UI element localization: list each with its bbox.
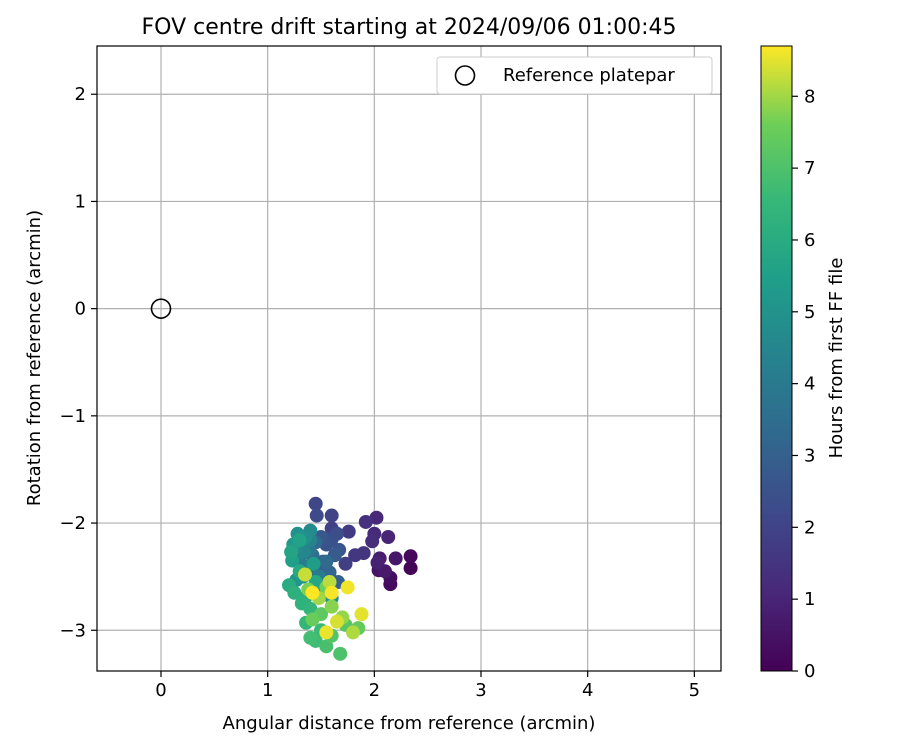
data-point bbox=[309, 508, 324, 523]
x-tick-label: 4 bbox=[582, 680, 593, 701]
data-point bbox=[319, 554, 334, 569]
data-point bbox=[388, 551, 403, 566]
data-point bbox=[305, 585, 320, 600]
data-point bbox=[330, 614, 344, 629]
x-tick-label: 5 bbox=[689, 680, 700, 701]
data-point bbox=[284, 545, 299, 560]
data-point bbox=[358, 514, 373, 529]
y-tick-label: −3 bbox=[59, 620, 86, 641]
x-tick-label: 2 bbox=[369, 680, 380, 701]
colorbar: 0 1 2 3 4 5 6 7 8 Hours from first FF file bbox=[760, 45, 847, 682]
data-point bbox=[348, 548, 363, 563]
legend-box bbox=[436, 56, 713, 95]
data-point bbox=[319, 625, 334, 640]
chart-title: FOV centre drift starting at 2024/09/06 … bbox=[142, 15, 677, 40]
data-point bbox=[324, 599, 339, 614]
data-point bbox=[324, 585, 339, 600]
colorbar-tick-label: 1 bbox=[804, 589, 815, 610]
y-tick-label: −2 bbox=[59, 513, 86, 534]
data-point bbox=[369, 510, 384, 525]
data-point bbox=[381, 529, 396, 544]
data-point bbox=[319, 639, 334, 654]
data-point bbox=[322, 565, 337, 580]
y-tick-label: 2 bbox=[75, 84, 86, 105]
data-point bbox=[292, 533, 307, 548]
x-tick-label: 1 bbox=[262, 680, 273, 701]
data-point bbox=[308, 496, 323, 511]
legend-label: Reference platepar bbox=[503, 65, 675, 86]
data-point bbox=[370, 555, 385, 570]
data-point bbox=[303, 630, 318, 645]
y-tick-label: 1 bbox=[75, 191, 86, 212]
data-point bbox=[354, 607, 369, 622]
colorbar-tick-label: 7 bbox=[804, 158, 815, 179]
colorbar-tick-label: 2 bbox=[804, 517, 815, 538]
colorbar-tick-label: 6 bbox=[804, 230, 815, 251]
x-ticks: 0 1 2 3 4 5 bbox=[155, 671, 700, 701]
y-tick-label: 0 bbox=[75, 299, 86, 320]
data-point bbox=[287, 585, 302, 600]
data-point bbox=[305, 612, 320, 627]
reference-marker-group bbox=[150, 298, 172, 319]
x-axis-label: Angular distance from reference (arcmin) bbox=[223, 713, 596, 734]
data-point bbox=[338, 556, 353, 571]
scatter-points bbox=[282, 496, 418, 661]
legend-marker bbox=[454, 65, 476, 86]
data-point bbox=[403, 549, 418, 564]
x-tick-label: 3 bbox=[475, 680, 486, 701]
colorbar-tick-label: 3 bbox=[804, 445, 815, 466]
y-axis-label: Rotation from reference (arcmin) bbox=[24, 210, 45, 506]
data-point bbox=[341, 524, 356, 539]
colorbar-tick-label: 5 bbox=[804, 302, 815, 323]
legend: Reference platepar bbox=[436, 56, 713, 95]
colorbar-tick-label: 4 bbox=[804, 374, 815, 395]
data-point bbox=[403, 561, 418, 576]
data-point bbox=[322, 575, 337, 590]
colorbar-gradient bbox=[760, 45, 793, 672]
data-point bbox=[324, 508, 339, 523]
reference-marker bbox=[150, 298, 172, 319]
y-tick-label: −1 bbox=[59, 406, 86, 427]
colorbar-ticks: 0 1 2 3 4 5 6 7 8 bbox=[792, 86, 815, 682]
colorbar-label: Hours from first FF file bbox=[826, 258, 847, 459]
data-point bbox=[340, 580, 355, 595]
x-tick-label: 0 bbox=[155, 680, 166, 701]
grid-lines bbox=[97, 46, 721, 671]
data-point bbox=[298, 567, 312, 582]
colorbar-tick-label: 0 bbox=[804, 661, 815, 682]
data-point bbox=[365, 534, 380, 549]
y-ticks: −3 −2 −1 0 1 2 bbox=[59, 84, 97, 641]
data-point bbox=[303, 601, 318, 616]
data-point bbox=[306, 556, 321, 571]
plot-frame bbox=[96, 45, 722, 672]
colorbar-tick-label: 8 bbox=[804, 86, 815, 107]
data-point bbox=[346, 625, 360, 640]
data-point bbox=[333, 646, 348, 661]
